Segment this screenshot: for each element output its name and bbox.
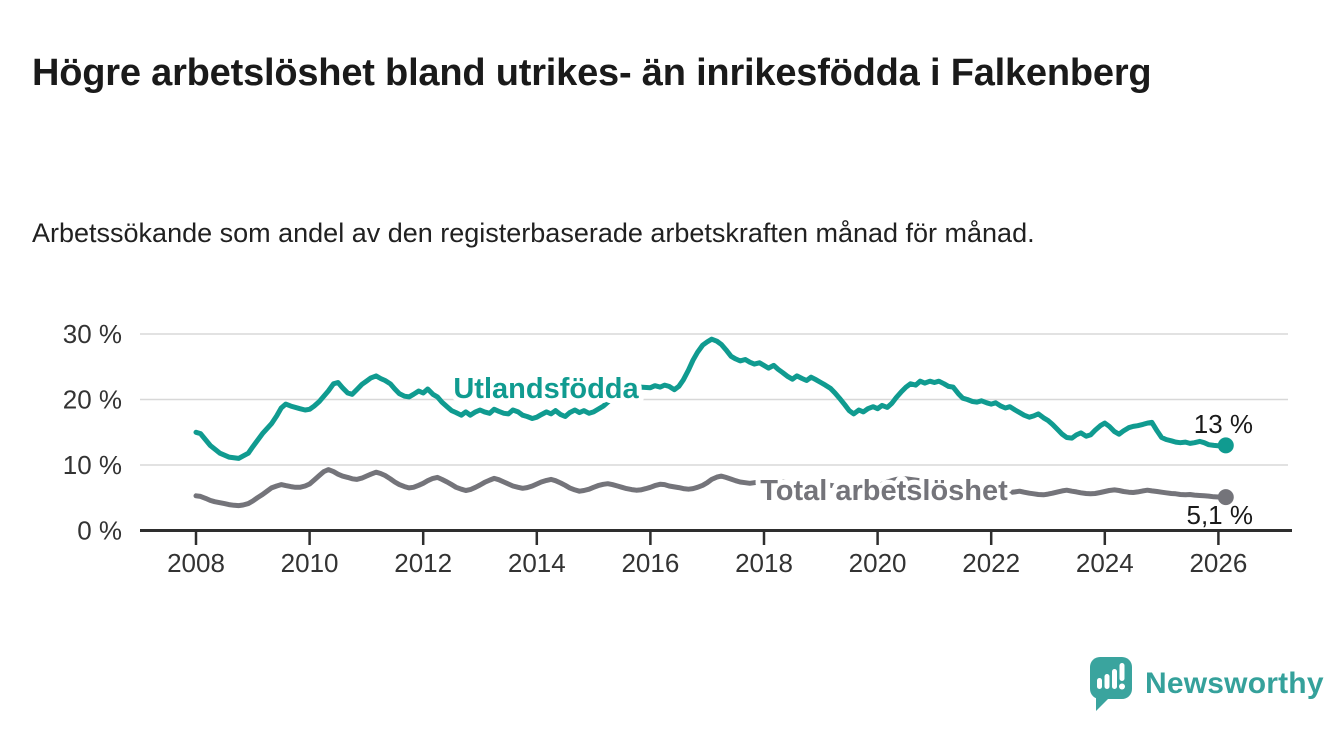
- series-inline-label: Utlandsfödda: [453, 373, 639, 405]
- y-axis-tick-label: 20 %: [63, 385, 122, 415]
- y-axis-tick-label: 0 %: [77, 516, 122, 546]
- y-axis-tick-label: 10 %: [63, 450, 122, 480]
- x-axis-tick-label: 2026: [1189, 548, 1247, 578]
- x-axis-tick-label: 2010: [281, 548, 339, 578]
- x-axis-tick-label: 2012: [394, 548, 452, 578]
- x-axis-tick-label: 2008: [167, 548, 225, 578]
- x-axis-tick-label: 2020: [849, 548, 907, 578]
- newsworthy-wordmark: Newsworthy: [1145, 667, 1324, 700]
- x-axis-tick-label: 2024: [1076, 548, 1134, 578]
- newsworthy-bubble-icon: [1090, 657, 1132, 711]
- x-axis-tick-label: 2014: [508, 548, 566, 578]
- newsworthy-logo: Newsworthy: [1088, 655, 1324, 713]
- series-end-dot: [1217, 437, 1234, 454]
- series-end-value-label: 13 %: [1194, 409, 1253, 439]
- page-title: Högre arbetslöshet bland utrikes- än inr…: [32, 52, 1152, 95]
- x-axis-tick-label: 2022: [962, 548, 1020, 578]
- series-line-utlandsfodda: [193, 336, 1229, 461]
- page-subtitle: Arbetssökande som andel av den registerb…: [32, 218, 1035, 248]
- y-axis-tick-label: 30 %: [63, 319, 122, 349]
- series-end-value-label: 5,1 %: [1187, 500, 1254, 530]
- x-axis-tick-label: 2018: [735, 548, 793, 578]
- series-end-dot: [1217, 489, 1234, 506]
- series-line-total: [193, 467, 1229, 509]
- x-axis-tick-label: 2016: [621, 548, 679, 578]
- series-inline-label: Total arbetslöshet: [760, 475, 1008, 507]
